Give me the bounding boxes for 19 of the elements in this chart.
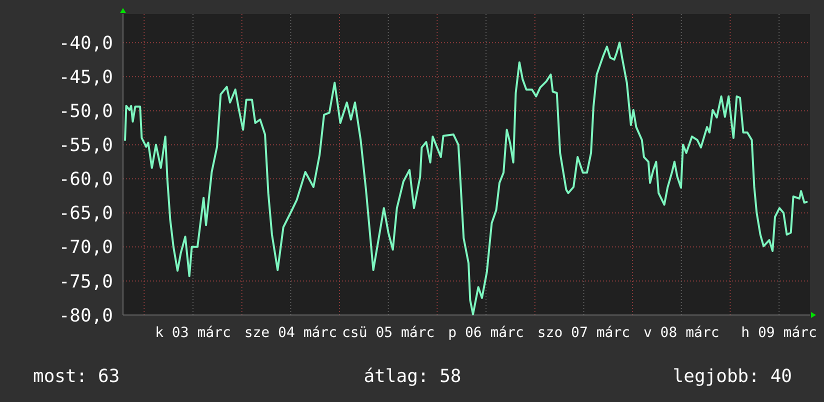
y-tick-label: -65,0 — [58, 203, 113, 224]
x-tick-label: csü 05 márc — [342, 325, 435, 341]
x-tick-label: k 03 márc — [155, 325, 231, 341]
x-tick-label: h 09 márc — [741, 325, 817, 341]
text: legjobb: 40 — [672, 366, 792, 387]
y-tick-label: -80,0 — [58, 305, 113, 326]
text: átlag: 58 — [364, 366, 462, 387]
x-tick-label: p 06 márc — [448, 325, 524, 341]
y-tick-label: -60,0 — [58, 169, 113, 190]
y-tick-label: -40,0 — [58, 32, 113, 54]
y-tick-label: -70,0 — [58, 237, 113, 258]
x-tick-label: v 08 márc — [643, 325, 720, 341]
y-tick-label: -75,0 — [58, 271, 113, 292]
y-tick-label: -50,0 — [58, 101, 113, 122]
x-tick-label: sze 04 márc — [244, 325, 338, 341]
y-tick-label: -45,0 — [58, 66, 113, 88]
text: most: 63 — [33, 366, 120, 387]
y-tick-label: -55,0 — [58, 135, 113, 156]
x-tick-label: szo 07 márc — [537, 325, 630, 341]
